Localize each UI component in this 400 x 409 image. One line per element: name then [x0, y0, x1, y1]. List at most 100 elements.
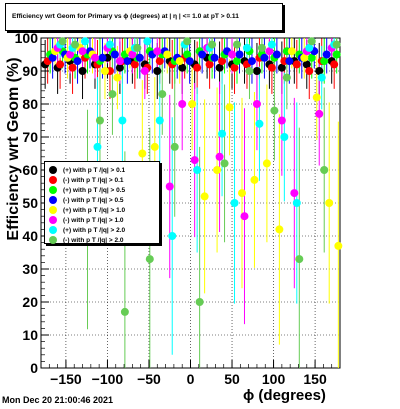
data-point — [105, 40, 114, 49]
y-tick-label: 30 — [22, 261, 38, 277]
legend-entry: (-) with p T /|q| > 2.0 — [49, 235, 124, 245]
data-point — [140, 67, 149, 75]
data-point — [332, 50, 341, 59]
data-point — [145, 255, 154, 264]
legend-entry: (+) with p T /|q| > 1.0 — [49, 205, 125, 215]
data-point — [98, 53, 107, 62]
y-tick-label: 100 — [15, 30, 39, 46]
data-point — [250, 175, 259, 184]
data-point — [220, 159, 229, 168]
data-point — [302, 60, 311, 69]
data-point — [262, 159, 271, 168]
data-point — [90, 53, 99, 62]
data-point — [130, 60, 139, 69]
y-axis-label: Efficiency wrt Geom (%) — [5, 57, 22, 241]
data-point — [252, 100, 261, 108]
data-point — [275, 225, 284, 234]
data-point — [133, 43, 142, 52]
data-point — [190, 156, 199, 165]
data-point — [235, 50, 244, 59]
legend-marker — [49, 176, 57, 184]
data-points — [41, 37, 343, 316]
data-point — [208, 40, 217, 49]
data-point — [100, 67, 109, 75]
data-point — [170, 142, 179, 151]
data-point — [128, 50, 137, 59]
data-point — [257, 43, 266, 52]
data-point — [315, 67, 324, 75]
x-axis-label: ϕ (degrees) — [243, 387, 326, 404]
x-tick-label: −50 — [137, 371, 161, 387]
data-point — [233, 57, 242, 66]
data-point — [195, 298, 204, 306]
x-tick-label: −150 — [50, 371, 82, 387]
legend-marker — [49, 236, 57, 244]
data-point — [213, 166, 222, 174]
data-point — [108, 90, 117, 99]
data-point — [81, 37, 90, 46]
data-point — [183, 37, 192, 46]
data-point — [334, 241, 343, 250]
y-tick-label: 80 — [22, 96, 38, 112]
data-point — [115, 57, 124, 66]
data-point — [175, 57, 184, 66]
legend-label: (-) with p T /|q| > 1.0 — [63, 216, 124, 224]
legend-entry: (+) with p T /|q| > 0.5 — [49, 185, 125, 195]
legend-entry: (+) with p T /|q| > 2.0 — [49, 225, 125, 235]
data-point — [153, 67, 162, 75]
data-point — [272, 50, 281, 59]
data-point — [225, 103, 234, 112]
y-tick-label: 60 — [22, 162, 38, 178]
data-point — [95, 116, 104, 125]
y-tick-label: 20 — [22, 294, 38, 310]
y-tick-label: 0 — [30, 360, 38, 376]
data-point — [188, 100, 197, 108]
data-point — [295, 255, 304, 264]
data-point — [158, 90, 167, 99]
data-point — [270, 106, 279, 115]
legend-entry: (-) with p T /|q| > 0.5 — [49, 195, 124, 205]
legend-marker — [49, 166, 57, 174]
data-point — [215, 152, 224, 161]
data-point — [113, 73, 122, 82]
data-point — [178, 100, 187, 108]
data-point — [315, 109, 324, 118]
x-tick-label: 0 — [187, 371, 195, 387]
data-point — [330, 60, 339, 69]
data-point — [290, 189, 299, 198]
legend-entry: (-) with p T /|q| > 0.1 — [49, 175, 124, 185]
data-point — [292, 199, 301, 207]
data-point — [48, 53, 57, 62]
data-point — [58, 37, 67, 46]
data-point — [287, 47, 296, 56]
data-point — [218, 129, 227, 138]
data-point — [71, 40, 80, 49]
data-point — [118, 116, 127, 125]
data-point — [230, 199, 239, 207]
data-point — [135, 53, 144, 62]
data-point — [66, 50, 75, 59]
data-point — [193, 166, 202, 174]
legend-marker — [49, 206, 57, 214]
y-tick-label: 40 — [22, 228, 38, 244]
data-point — [260, 53, 269, 62]
data-point — [230, 63, 239, 72]
legend-label: (+) with p T /|q| > 0.1 — [63, 166, 126, 174]
data-point — [138, 149, 147, 158]
data-point — [317, 73, 326, 82]
x-tick-label: 100 — [262, 371, 286, 387]
data-point — [155, 57, 164, 66]
data-point — [143, 37, 152, 46]
axis-ticks: 0 10 20 30 40 50 60 70 80 90 100 −150 −100 −50 0 50 100 1… — [15, 30, 341, 387]
data-point — [110, 50, 119, 59]
legend-label: (-) with p T /|q| > 0.5 — [63, 196, 124, 204]
timestamp: Mon Dec 20 21:00:46 2021 — [2, 395, 114, 405]
legend-entry: (-) with p T /|q| > 1.0 — [49, 215, 124, 225]
data-point — [120, 307, 129, 316]
legend-label: (+) with p T /|q| > 1.0 — [63, 206, 126, 214]
data-point — [320, 166, 329, 174]
legend-marker — [49, 226, 57, 234]
data-point — [247, 57, 256, 66]
legend-marker — [49, 216, 57, 224]
y-tick-label: 90 — [22, 63, 38, 79]
